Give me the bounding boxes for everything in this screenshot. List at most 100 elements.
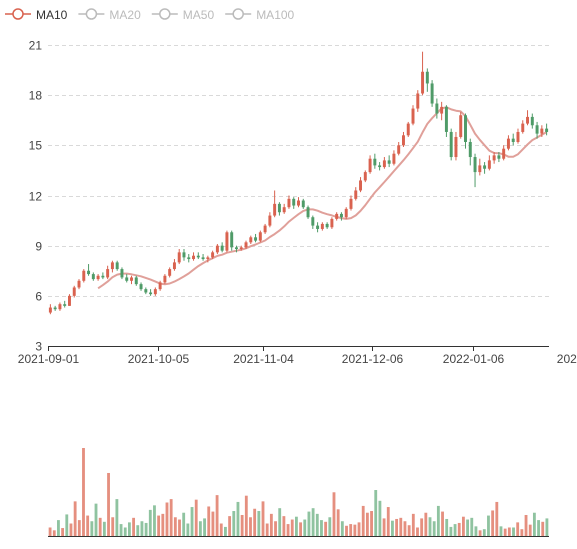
chart-legend[interactable]: MA10 MA20 MA50 MA100 <box>5 8 295 22</box>
ma10-line <box>97 106 548 290</box>
volume-bar <box>240 514 244 536</box>
volume-bar <box>261 501 265 536</box>
x-tick-label: 2021-10-05 <box>128 352 190 366</box>
candle-body <box>464 115 467 142</box>
volume-bar <box>140 521 144 536</box>
candle-body <box>416 93 420 109</box>
candle <box>144 287 148 295</box>
volume-bar <box>203 518 206 536</box>
candle <box>234 245 238 253</box>
candle-body <box>72 287 76 296</box>
volume-bar <box>391 520 394 536</box>
volume-bar <box>328 517 332 536</box>
volume-bar <box>290 519 294 536</box>
candle-body <box>306 207 310 218</box>
legend-label: MA20 <box>109 8 141 22</box>
volume-bar <box>332 492 336 536</box>
candle-body <box>530 116 534 126</box>
price-y-axis: 3 6 9 12 15 18 21 <box>29 39 43 354</box>
volume-bar <box>449 526 453 536</box>
candle <box>82 269 86 283</box>
candle <box>201 254 205 261</box>
candle-body <box>96 275 100 280</box>
volume-bar <box>169 499 173 536</box>
candle-body <box>449 131 453 158</box>
volume-bar <box>86 515 90 536</box>
candle-body <box>225 232 229 251</box>
volume-bar <box>503 528 507 536</box>
volume-bar <box>365 512 369 536</box>
candle <box>277 202 281 216</box>
candle-body <box>311 217 315 226</box>
candle-body <box>373 158 377 166</box>
volume-bar <box>274 521 277 536</box>
volume-bar <box>299 522 303 536</box>
candle-body <box>363 172 367 181</box>
candle <box>91 272 95 281</box>
volume-bar <box>487 515 490 536</box>
volume-bar <box>132 517 136 536</box>
volume-bar <box>111 517 115 536</box>
volume-bar <box>236 501 240 536</box>
legend-item-ma10[interactable]: MA10 <box>5 8 68 22</box>
candle <box>254 233 258 243</box>
candle <box>526 110 530 126</box>
candle-body <box>215 245 219 253</box>
volume-bar <box>157 515 161 536</box>
candle <box>459 111 463 139</box>
volume-bar <box>349 524 353 536</box>
volume-bar <box>441 511 444 536</box>
candle-body <box>397 145 401 154</box>
candle-body <box>87 270 91 275</box>
candle <box>344 207 348 219</box>
volume-bar <box>257 511 261 536</box>
candle <box>449 128 453 161</box>
candle-body <box>545 128 549 132</box>
volume-bar <box>470 517 474 536</box>
volume-bar <box>94 503 98 536</box>
candle <box>110 260 114 273</box>
candle-body <box>392 153 396 164</box>
candle-body <box>277 203 281 213</box>
candle-body <box>249 237 253 243</box>
volume-bar <box>345 525 348 536</box>
candle-body <box>196 255 200 258</box>
candle-body <box>168 269 172 276</box>
legend-item-ma20[interactable]: MA20 <box>78 8 141 22</box>
volume-bar <box>541 521 545 536</box>
volume-bar <box>474 526 478 536</box>
volume-bar <box>119 524 123 536</box>
candle-body <box>163 275 167 283</box>
candle <box>535 121 539 139</box>
legend-item-ma50[interactable]: MA50 <box>151 8 215 22</box>
candle-body <box>502 148 506 159</box>
volume-bar <box>173 517 177 536</box>
volume-bar <box>65 514 69 536</box>
candle-body <box>234 247 238 250</box>
candle-body <box>483 165 487 169</box>
candle <box>397 141 401 156</box>
legend-label: MA100 <box>256 8 294 22</box>
volume-bar <box>186 523 190 536</box>
volume-bar <box>532 512 536 536</box>
candle-body <box>339 213 343 218</box>
legend-marker-icon <box>232 8 244 20</box>
volume-bar <box>320 520 323 536</box>
candle <box>101 272 105 280</box>
candle-body <box>258 232 262 241</box>
legend-item-ma100[interactable]: MA100 <box>225 8 295 22</box>
volume-bar <box>107 472 110 536</box>
candle-body <box>91 274 95 280</box>
price-x-axis: 2021-09-01 2021-10-05 2021-11-04 2021-12-06… <box>18 346 577 366</box>
candle <box>378 162 382 171</box>
candle <box>521 120 525 134</box>
volume-bar <box>507 527 511 536</box>
volume-bar <box>432 521 436 536</box>
candle <box>149 289 153 296</box>
candle-body <box>263 225 267 233</box>
candle <box>368 155 372 174</box>
candle <box>139 282 143 291</box>
candle <box>249 235 253 244</box>
volume-bar <box>436 505 440 536</box>
